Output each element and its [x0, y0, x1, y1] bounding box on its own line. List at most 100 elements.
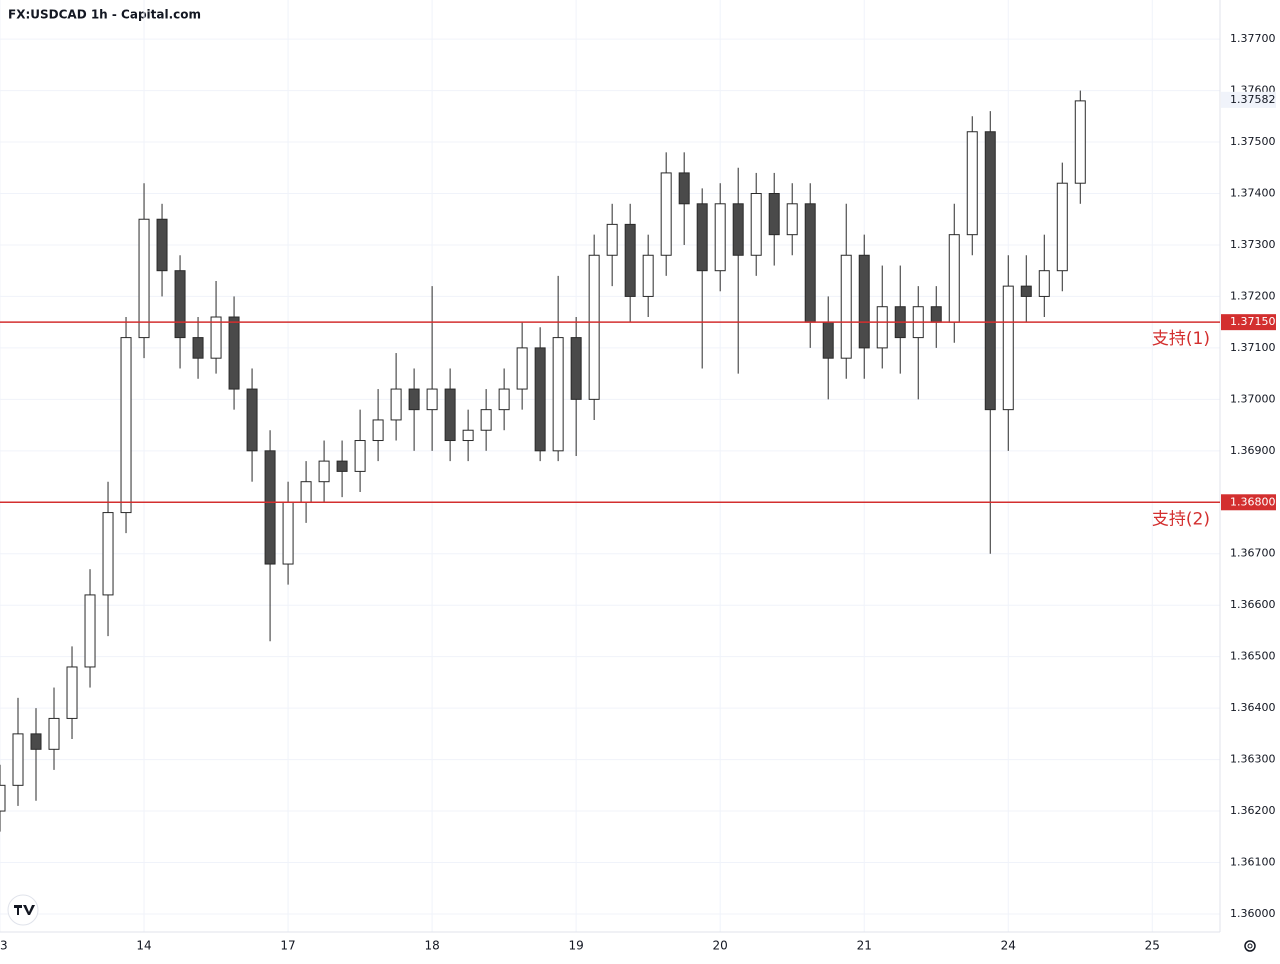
level-label: 1.36800: [1230, 495, 1276, 508]
candle-body: [750, 193, 762, 256]
x-tick-label: 25: [1145, 939, 1160, 953]
level-label-box: [1221, 494, 1276, 511]
x-tick-label: 20: [713, 939, 728, 953]
candle-body: [264, 450, 276, 565]
y-tick-label: 1.36300: [1230, 753, 1276, 766]
x-tick-label: 17: [280, 939, 295, 953]
candle-body: [12, 733, 24, 786]
candle-body: [210, 316, 222, 359]
x-tick-label: 18: [424, 939, 439, 953]
chart-title: FX:USDCAD 1h - Capital.com: [8, 8, 201, 22]
candle-body: [660, 172, 672, 256]
logo-mark: [14, 905, 35, 915]
candle-body: [408, 388, 420, 411]
gear-center: [1247, 943, 1253, 949]
candle-body: [786, 203, 798, 236]
candle-body: [822, 321, 834, 359]
gear-ring: [1244, 940, 1256, 952]
candle-body: [0, 784, 6, 812]
settings-icon[interactable]: [1244, 940, 1256, 952]
level-annotation: 支持(2): [1152, 509, 1210, 529]
y-tick-label: 1.37300: [1230, 238, 1276, 251]
candle-body: [1038, 270, 1050, 297]
candle-body: [498, 388, 510, 411]
candle-body: [1020, 285, 1032, 297]
candle-body: [624, 223, 636, 297]
candle-body: [354, 440, 366, 472]
candle-body: [120, 337, 132, 514]
candle-body: [804, 203, 816, 323]
candle-body: [840, 254, 852, 359]
x-tick-label: 21: [857, 939, 872, 953]
candle-body: [642, 254, 654, 297]
candle-body: [192, 337, 204, 359]
y-tick-label: 1.37500: [1230, 135, 1276, 148]
y-tick-label: 1.36200: [1230, 804, 1276, 817]
y-tick-label: 1.37200: [1230, 289, 1276, 302]
candles: [0, 90, 1086, 832]
last-price-label: 1.37582: [1230, 93, 1276, 106]
candle-body: [714, 203, 726, 272]
candle-body: [984, 131, 996, 411]
y-tick-label: 1.36400: [1230, 701, 1276, 714]
level-annotation: 支持(1): [1152, 329, 1210, 349]
x-tick-label: 24: [1001, 939, 1016, 953]
candle-body: [48, 717, 60, 750]
candle-body: [102, 512, 114, 596]
candle-body: [138, 218, 150, 339]
y-tick-label: 1.37100: [1230, 341, 1276, 354]
candle-body: [174, 270, 186, 339]
y-tick-label: 1.36100: [1230, 856, 1276, 869]
candle-body: [732, 203, 744, 256]
y-tick-label: 1.36700: [1230, 547, 1276, 560]
candle-body: [948, 234, 960, 323]
candle-body: [480, 409, 492, 431]
y-tick-label: 1.37400: [1230, 187, 1276, 200]
y-tick-label: 1.37700: [1230, 32, 1276, 45]
x-tick-label: 14: [136, 939, 151, 953]
candle-body: [300, 481, 312, 503]
candle-body: [516, 347, 528, 390]
candle-body: [966, 131, 978, 236]
candle-body: [588, 254, 600, 400]
candle-body: [84, 594, 96, 668]
y-tick-label: 1.36500: [1230, 650, 1276, 663]
candle-body: [570, 337, 582, 400]
y-tick-label: 1.36600: [1230, 598, 1276, 611]
candle-body: [534, 347, 546, 452]
candle-body: [282, 501, 294, 565]
last-price-box: [1221, 91, 1276, 108]
level-label-box: [1221, 314, 1276, 331]
candle-body: [1056, 182, 1068, 272]
candle-body: [930, 306, 942, 323]
candle-body: [228, 316, 240, 390]
candle-body: [390, 388, 402, 421]
candle-body: [1074, 100, 1086, 184]
candle-body: [696, 203, 708, 272]
candle-body: [426, 388, 438, 411]
candle-body: [768, 193, 780, 236]
x-tick-label: 19: [569, 939, 584, 953]
candle-body: [156, 218, 168, 272]
candle-body: [336, 460, 348, 472]
candle-body: [876, 306, 888, 349]
candle-body: [678, 172, 690, 205]
candle-body: [372, 419, 384, 442]
y-tick-label: 1.36900: [1230, 444, 1276, 457]
candle-body: [1002, 285, 1014, 411]
candle-body: [66, 666, 78, 719]
logo-circle: [7, 894, 39, 926]
candle-body: [318, 460, 330, 483]
candle-body: [552, 337, 564, 452]
candle-body: [30, 733, 42, 750]
y-tick-label: 1.37000: [1230, 392, 1276, 405]
candle-body: [246, 388, 258, 452]
level-label: 1.37150: [1230, 315, 1276, 328]
x-tick-label: 13: [0, 939, 8, 953]
tv-logo[interactable]: [7, 894, 39, 926]
candle-body: [606, 223, 618, 256]
y-tick-label: 1.36000: [1230, 907, 1276, 920]
